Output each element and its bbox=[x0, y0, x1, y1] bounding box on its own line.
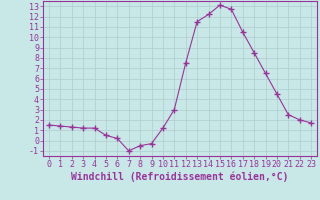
X-axis label: Windchill (Refroidissement éolien,°C): Windchill (Refroidissement éolien,°C) bbox=[71, 172, 289, 182]
